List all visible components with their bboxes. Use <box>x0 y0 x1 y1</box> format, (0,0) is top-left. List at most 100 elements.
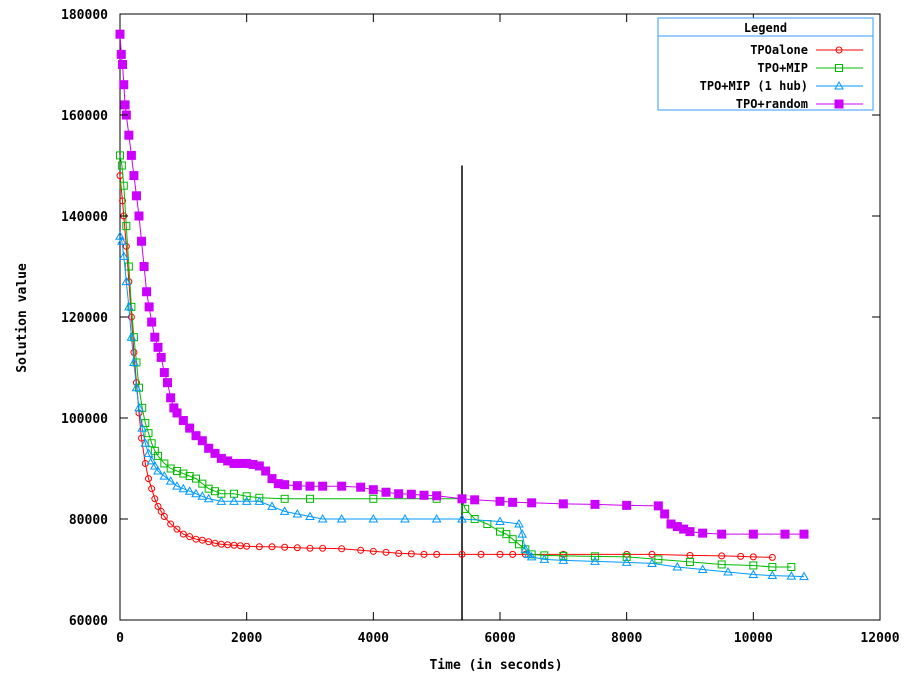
data-point <box>254 496 265 505</box>
data-point <box>191 431 201 441</box>
data-point <box>799 529 809 539</box>
data-point <box>395 549 403 557</box>
data-point <box>369 547 377 555</box>
data-point <box>124 262 133 271</box>
legend-title: Legend <box>744 21 787 35</box>
data-point <box>137 423 148 432</box>
data-point <box>787 562 796 571</box>
series-line <box>119 236 805 578</box>
y-tick-label: 160000 <box>61 109 108 124</box>
data-point <box>767 570 778 580</box>
data-point <box>590 499 600 509</box>
data-point <box>514 519 524 528</box>
data-point <box>191 488 201 498</box>
data-point <box>420 550 428 558</box>
data-point <box>279 506 290 515</box>
data-point <box>261 466 271 476</box>
data-point <box>717 529 727 539</box>
y-tick-label: 140000 <box>61 210 108 225</box>
data-point <box>159 368 169 378</box>
data-point <box>122 222 131 231</box>
data-point <box>457 494 467 504</box>
data-point <box>134 402 144 412</box>
y-axis-label: Solution value <box>15 263 30 373</box>
series-group <box>115 29 809 581</box>
data-point <box>150 332 160 342</box>
legend-label: TPO+MIP <box>757 61 808 75</box>
data-point <box>508 535 517 544</box>
data-point <box>143 448 154 457</box>
data-point <box>198 536 206 544</box>
data-point <box>197 436 207 446</box>
data-point <box>126 150 136 160</box>
data-point <box>124 301 134 311</box>
data-point <box>523 549 534 558</box>
data-point <box>591 552 599 561</box>
data-point <box>496 550 504 558</box>
data-point <box>154 502 162 510</box>
data-point <box>406 489 416 499</box>
data-point <box>433 550 441 558</box>
data-point <box>748 569 759 579</box>
data-point <box>357 546 365 554</box>
data-point <box>495 496 505 506</box>
data-point <box>178 416 188 426</box>
data-point <box>527 498 537 508</box>
data-point <box>146 455 157 465</box>
data-point <box>216 496 227 505</box>
data-point <box>184 486 195 495</box>
data-point <box>382 548 390 556</box>
data-point <box>163 378 172 388</box>
data-point <box>622 500 632 510</box>
data-point <box>559 551 568 560</box>
data-point <box>172 408 182 418</box>
legend-swatch-marker <box>835 64 843 72</box>
data-point <box>622 552 631 561</box>
data-point <box>148 485 156 493</box>
data-point <box>267 501 277 510</box>
data-point <box>229 496 239 505</box>
data-point <box>292 481 302 491</box>
data-point <box>457 513 467 523</box>
x-axis-label: Time (in seconds) <box>429 658 562 673</box>
data-point <box>198 479 207 488</box>
data-point <box>185 472 194 481</box>
data-point <box>470 495 480 505</box>
data-point <box>203 493 214 503</box>
data-point <box>520 544 531 553</box>
data-point <box>173 467 181 476</box>
data-point <box>137 236 147 246</box>
data-point <box>116 49 126 59</box>
data-point <box>748 529 758 539</box>
data-point <box>254 461 264 471</box>
data-point <box>280 480 290 490</box>
data-point <box>653 501 663 511</box>
data-point <box>144 429 153 438</box>
data-point <box>160 459 169 468</box>
data-point <box>621 557 632 566</box>
legend-label: TPOalone <box>750 43 808 57</box>
data-point <box>280 494 289 503</box>
data-point <box>281 543 289 551</box>
data-point <box>124 130 134 140</box>
data-point <box>419 490 429 500</box>
data-point <box>381 487 391 497</box>
axis-ticks: 0 2000 4000 6000 8000 10000 12000 60000 80000 100… <box>61 8 900 646</box>
data-point <box>672 561 683 571</box>
data-point <box>319 544 327 552</box>
data-point <box>127 313 135 321</box>
data-point <box>336 513 347 523</box>
data-point <box>780 529 790 539</box>
data-point <box>153 466 163 475</box>
data-point <box>718 552 726 560</box>
data-point <box>129 171 139 181</box>
y-tick-label: 120000 <box>61 311 108 326</box>
data-point <box>122 242 130 250</box>
series-tpo-mip-1-hub- <box>115 231 809 581</box>
data-point <box>153 342 163 352</box>
legend-swatch-marker <box>834 80 844 90</box>
data-point <box>540 551 549 560</box>
x-tick-label: 12000 <box>860 631 899 646</box>
data-point <box>119 181 128 190</box>
